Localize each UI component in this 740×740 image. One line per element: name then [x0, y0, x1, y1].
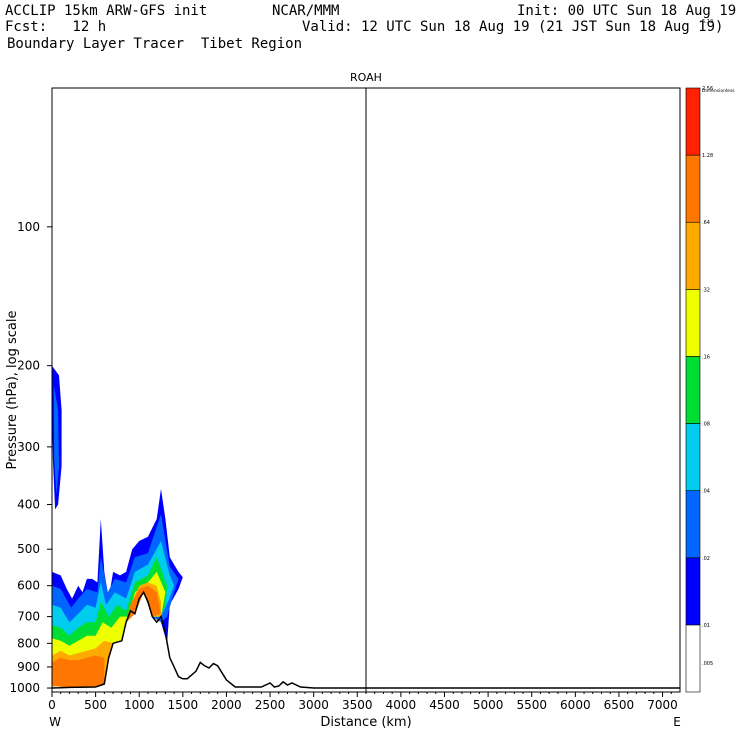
colorbar-label-10: 5.12 [702, 19, 713, 25]
header-valid: Valid: 12 UTC Sun 18 Aug 19 (21 JST Sun … [302, 19, 724, 35]
axes: 0 500 1000 1500 2000 2500 3000 3500 4000 4500 5000… [5, 87, 681, 730]
colorbar-title: Dimensionless [702, 88, 735, 94]
colorbar-label-7: .64 [702, 220, 710, 226]
y-tick-label-500: 500 [17, 542, 40, 556]
colorbar-swatch-2 [685, 490, 701, 559]
tracer-region-8 [52, 655, 105, 688]
x-tick-label-1500: 1500 [168, 698, 199, 712]
x-tick-label-3500: 3500 [342, 698, 373, 712]
x-tick-label-6000: 6000 [560, 698, 591, 712]
colorbar-swatch-4 [685, 356, 701, 424]
header-org: NCAR/MMM [272, 3, 340, 19]
colorbar-swatch-1 [685, 557, 701, 626]
x-tick-label-4500: 4500 [429, 698, 460, 712]
chart-title: ROAH [350, 71, 382, 84]
x-tick-label-2000: 2000 [211, 698, 242, 712]
y-tick-label-200: 200 [17, 359, 40, 373]
y-tick-label-600: 600 [17, 579, 40, 593]
x-tick-label-6500: 6500 [604, 698, 635, 712]
x-tick-label-0: 0 [48, 698, 56, 712]
tracer-fill-group [52, 365, 183, 688]
x-tick-label-1000: 1000 [124, 698, 155, 712]
colorbar-label-9: 2.56 [702, 86, 713, 92]
colorbar-label-1: .01 [702, 623, 710, 629]
header-field: Boundary Layer Tracer Tibet Region [7, 36, 303, 52]
x-tick-label-3000: 3000 [298, 698, 329, 712]
colorbar-label-0: .005 [702, 661, 713, 667]
plot-area [51, 88, 680, 692]
colorbar-label-8: 1.28 [702, 153, 713, 159]
header-fcst: Fcst: 12 h [5, 19, 107, 35]
y-tick-label-900: 900 [17, 660, 40, 674]
tracer-region-9 [121, 585, 161, 639]
x-tick-label-500: 500 [84, 698, 107, 712]
y-tick-label-400: 400 [17, 498, 40, 512]
colorbar-label-6: .32 [702, 287, 710, 293]
y-tick-label-800: 800 [17, 636, 40, 650]
colorbar-swatch-6 [685, 221, 701, 290]
x-tick-label-5500: 5500 [516, 698, 547, 712]
x-axis-label: Distance (km) [320, 715, 411, 730]
colorbar-label-3: .04 [702, 489, 710, 495]
x-tick-label-7000: 7000 [647, 698, 678, 712]
x-tick-label-5000: 5000 [473, 698, 504, 712]
colorbar-label-2: .02 [702, 556, 710, 562]
y-axis-label: Pressure (hPa), log scale [5, 311, 20, 470]
header-init: Init: 00 UTC Sun 18 Aug 19 [517, 3, 737, 19]
x-tick-label-2500: 2500 [255, 698, 286, 712]
y-tick-label-1000: 1000 [9, 681, 40, 695]
x-left-direction-label: W [49, 715, 61, 729]
colorbar-label-4: .08 [702, 422, 710, 428]
colorbar-swatch-0 [685, 624, 701, 693]
header-model: ACCLIP 15km ARW-GFS init [5, 3, 208, 19]
colorbar-swatch-7 [685, 154, 701, 223]
colorbar-label-5: .16 [702, 354, 710, 360]
colorbar-swatch-5 [685, 289, 701, 357]
x-right-direction-label: E [673, 715, 681, 729]
colorbar-swatch-3 [685, 423, 701, 491]
y-tick-label-700: 700 [17, 610, 40, 624]
colorbar-swatch-8 [685, 87, 701, 156]
colorbar: .005 .01 .02 .04 .08 .16 .32 .64 1.28 2.56 5.12 Dim… [685, 19, 735, 693]
tracer-region-1 [53, 384, 59, 495]
terrain-line [51, 590, 680, 689]
y-tick-label-100: 100 [17, 220, 40, 234]
x-tick-label-4000: 4000 [386, 698, 417, 712]
y-tick-label-300: 300 [17, 440, 40, 454]
